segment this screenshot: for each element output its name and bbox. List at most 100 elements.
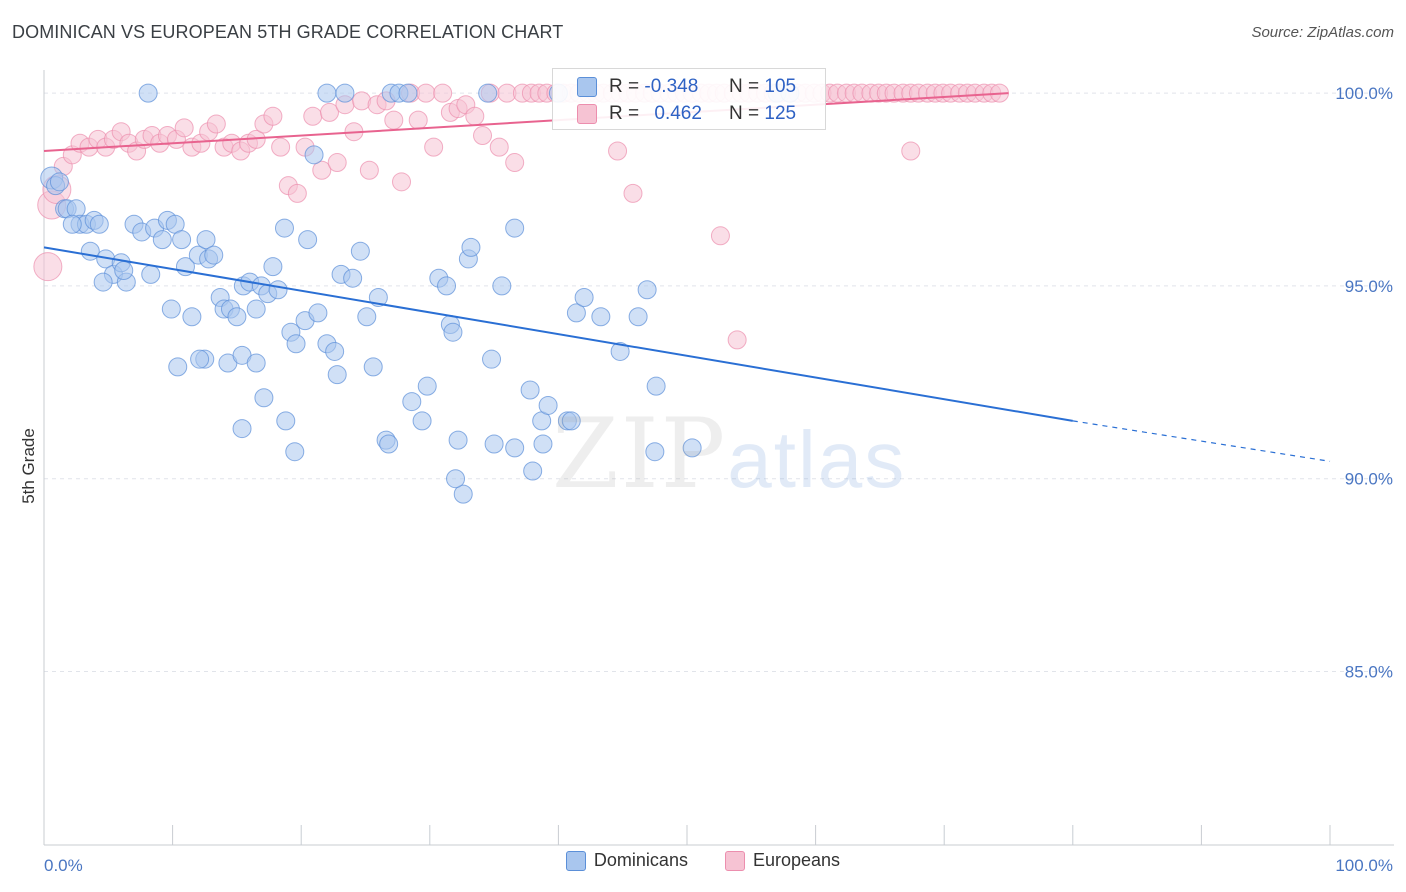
dominican-point — [533, 434, 553, 454]
dominican-point — [437, 276, 457, 296]
legend-item-europeans[interactable]: Europeans — [724, 850, 841, 871]
dominican-point — [196, 230, 216, 250]
dominican-point — [276, 411, 296, 431]
dominican-point — [523, 461, 543, 481]
dominican-point — [566, 303, 586, 323]
european-point — [424, 137, 444, 157]
european-point — [384, 110, 404, 130]
european-point — [271, 137, 291, 157]
european-point — [489, 137, 509, 157]
dominican-point — [168, 357, 188, 377]
dominican-point — [628, 307, 648, 327]
stats-r-europeans: R = 0.462 — [609, 103, 702, 124]
dominican-point — [363, 357, 383, 377]
dominican-point — [246, 353, 266, 373]
dominican-point — [62, 214, 82, 234]
dominican-point — [304, 145, 324, 165]
dominican-point — [190, 349, 210, 369]
dominican-point — [484, 434, 504, 454]
dominican-point — [443, 322, 463, 342]
stats-swatch-dominicans — [577, 77, 597, 97]
dominican-point — [327, 365, 347, 385]
european-point — [901, 141, 921, 161]
european-point — [206, 114, 226, 134]
dominican-point — [482, 349, 502, 369]
dominican-point — [505, 438, 525, 458]
european-point — [287, 183, 307, 203]
y-axis-title: 5th Grade — [19, 428, 38, 504]
european-point — [623, 183, 643, 203]
dominican-point — [610, 341, 630, 361]
dominican-point — [448, 430, 468, 450]
dominican-point — [89, 214, 109, 234]
european-point — [465, 106, 485, 126]
x-tick-label-max: 100.0% — [1335, 856, 1393, 875]
dominican-trendline — [43, 246, 1073, 422]
european-point — [327, 153, 347, 173]
european-point — [710, 226, 730, 246]
watermark-zip: ZIP — [552, 398, 728, 510]
dominican-point — [492, 276, 512, 296]
dominican-point — [561, 411, 581, 431]
dominican-point — [49, 172, 69, 192]
european-point — [174, 118, 194, 138]
dominican-point — [227, 307, 247, 327]
european-point — [392, 172, 412, 192]
stats-n-europeans: N = 125 — [729, 103, 797, 124]
dominican-point — [246, 299, 266, 319]
dominican-point — [182, 307, 202, 327]
legend-label-europeans: Europeans — [752, 850, 841, 870]
watermark: ZIPatlas — [552, 398, 906, 510]
european-point — [303, 106, 323, 126]
y-tick-label: 100.0% — [1335, 84, 1393, 103]
european-point — [727, 330, 747, 350]
dominican-point — [637, 280, 657, 300]
dominican-point — [93, 272, 113, 292]
dominican-point — [417, 376, 437, 396]
dominican-trendline-extension — [1072, 420, 1331, 462]
dominican-point — [254, 388, 274, 408]
dominican-point — [172, 230, 192, 250]
dominican-point — [682, 438, 702, 458]
european-trendline — [43, 92, 1009, 152]
dominican-point — [574, 287, 594, 307]
dominican-point — [478, 83, 498, 103]
dominican-point — [591, 307, 611, 327]
dominican-point — [286, 334, 306, 354]
legend: Dominicans Europeans — [0, 850, 1406, 876]
european-point — [416, 83, 436, 103]
y-tick-label: 95.0% — [1345, 277, 1393, 296]
dominican-point — [357, 307, 377, 327]
dominican-point — [505, 218, 525, 238]
european-point — [608, 141, 628, 161]
y-tick-label: 90.0% — [1345, 470, 1393, 489]
european-point — [473, 126, 493, 146]
dominican-point — [335, 83, 355, 103]
dominican-point — [520, 380, 540, 400]
european-point — [263, 106, 283, 126]
dominican-point — [325, 341, 345, 361]
european-point — [433, 83, 453, 103]
dominican-point — [645, 442, 665, 462]
dominican-point — [298, 230, 318, 250]
dominican-point — [232, 419, 252, 439]
stats-r-dominicans: R = -0.348 — [609, 76, 699, 97]
dominican-point — [161, 299, 181, 319]
dominican-point — [398, 83, 418, 103]
legend-item-dominicans[interactable]: Dominicans — [565, 850, 688, 871]
dominican-point — [461, 237, 481, 257]
dominican-point — [446, 469, 466, 489]
dominican-point — [317, 83, 337, 103]
dominican-point — [274, 218, 294, 238]
dominican-point — [152, 230, 172, 250]
european-point — [408, 110, 428, 130]
european-point — [319, 102, 339, 122]
watermark-atlas: atlas — [727, 415, 907, 504]
dominican-point — [379, 434, 399, 454]
dominican-point — [141, 264, 161, 284]
dominican-point — [308, 303, 328, 323]
european-point — [312, 160, 332, 180]
european-point — [359, 160, 379, 180]
stats-box: R = -0.348 N = 105 R = 0.462 N = 125 — [552, 68, 826, 130]
stats-n-dominicans: N = 105 — [729, 76, 797, 97]
